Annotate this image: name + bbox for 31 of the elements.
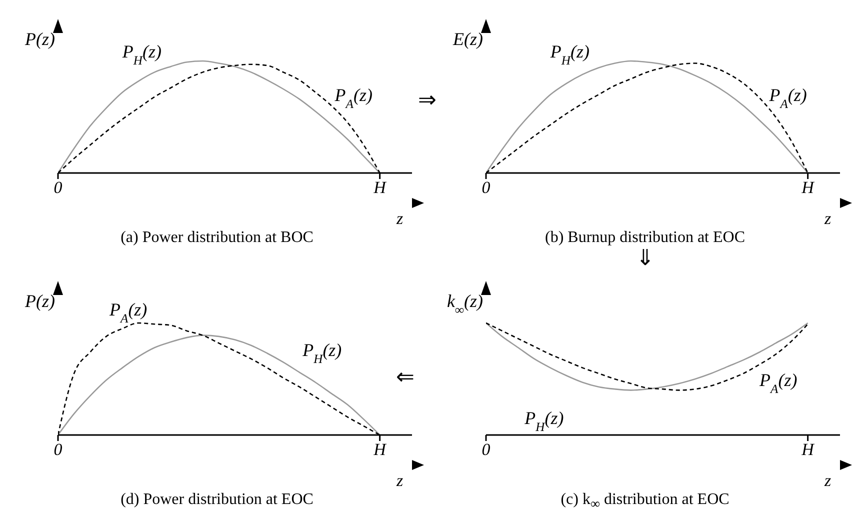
annotation: ⇐ bbox=[396, 365, 414, 390]
x-axis-title: z bbox=[824, 471, 832, 490]
y-axis-title: P(z) bbox=[24, 29, 55, 49]
x-tick-label: 0 bbox=[54, 440, 63, 460]
x-tick-label: 0 bbox=[482, 440, 491, 460]
series-label: P$_{A}$(z) bbox=[334, 85, 372, 111]
x-axis-title: z bbox=[396, 209, 404, 228]
series-label: P$_{H}$(z) bbox=[549, 41, 590, 68]
text: ⇒ bbox=[418, 88, 436, 113]
text: (a) Power distribution at BOC bbox=[120, 229, 314, 247]
text: ⇓ bbox=[636, 246, 654, 271]
text: (d) Power distribution at EOC bbox=[120, 491, 314, 509]
y-axis-title: E(z) bbox=[452, 29, 483, 49]
x-tick-label: H bbox=[800, 440, 816, 460]
x-axis-title: z bbox=[824, 209, 832, 228]
x-tick-label: H bbox=[372, 178, 388, 198]
x-tick-label: 0 bbox=[54, 178, 63, 198]
series-label: P$_{A}$(z) bbox=[768, 85, 807, 111]
y-axis-title: P(z) bbox=[24, 291, 55, 311]
series-label: P$_{H}$(z) bbox=[302, 340, 342, 366]
x-tick-label: 0 bbox=[482, 178, 491, 198]
text: (c) k$_{∞}$ distribution at EOC bbox=[560, 491, 730, 512]
text: (b) Burnup distribution at EOC bbox=[544, 229, 746, 247]
series-label: P$_{A}$(z) bbox=[108, 299, 148, 326]
x-tick-label: H bbox=[372, 440, 388, 460]
y-axis-title: k$_{∞}$(z) bbox=[447, 291, 483, 317]
series-label: P$_{H}$(z) bbox=[524, 408, 564, 434]
x-tick-label: H bbox=[800, 178, 816, 198]
x-axis-title: z bbox=[396, 471, 404, 490]
series-label: P$_{A}$(z) bbox=[758, 370, 798, 396]
series-label: P$_{H}$(z) bbox=[121, 41, 162, 68]
